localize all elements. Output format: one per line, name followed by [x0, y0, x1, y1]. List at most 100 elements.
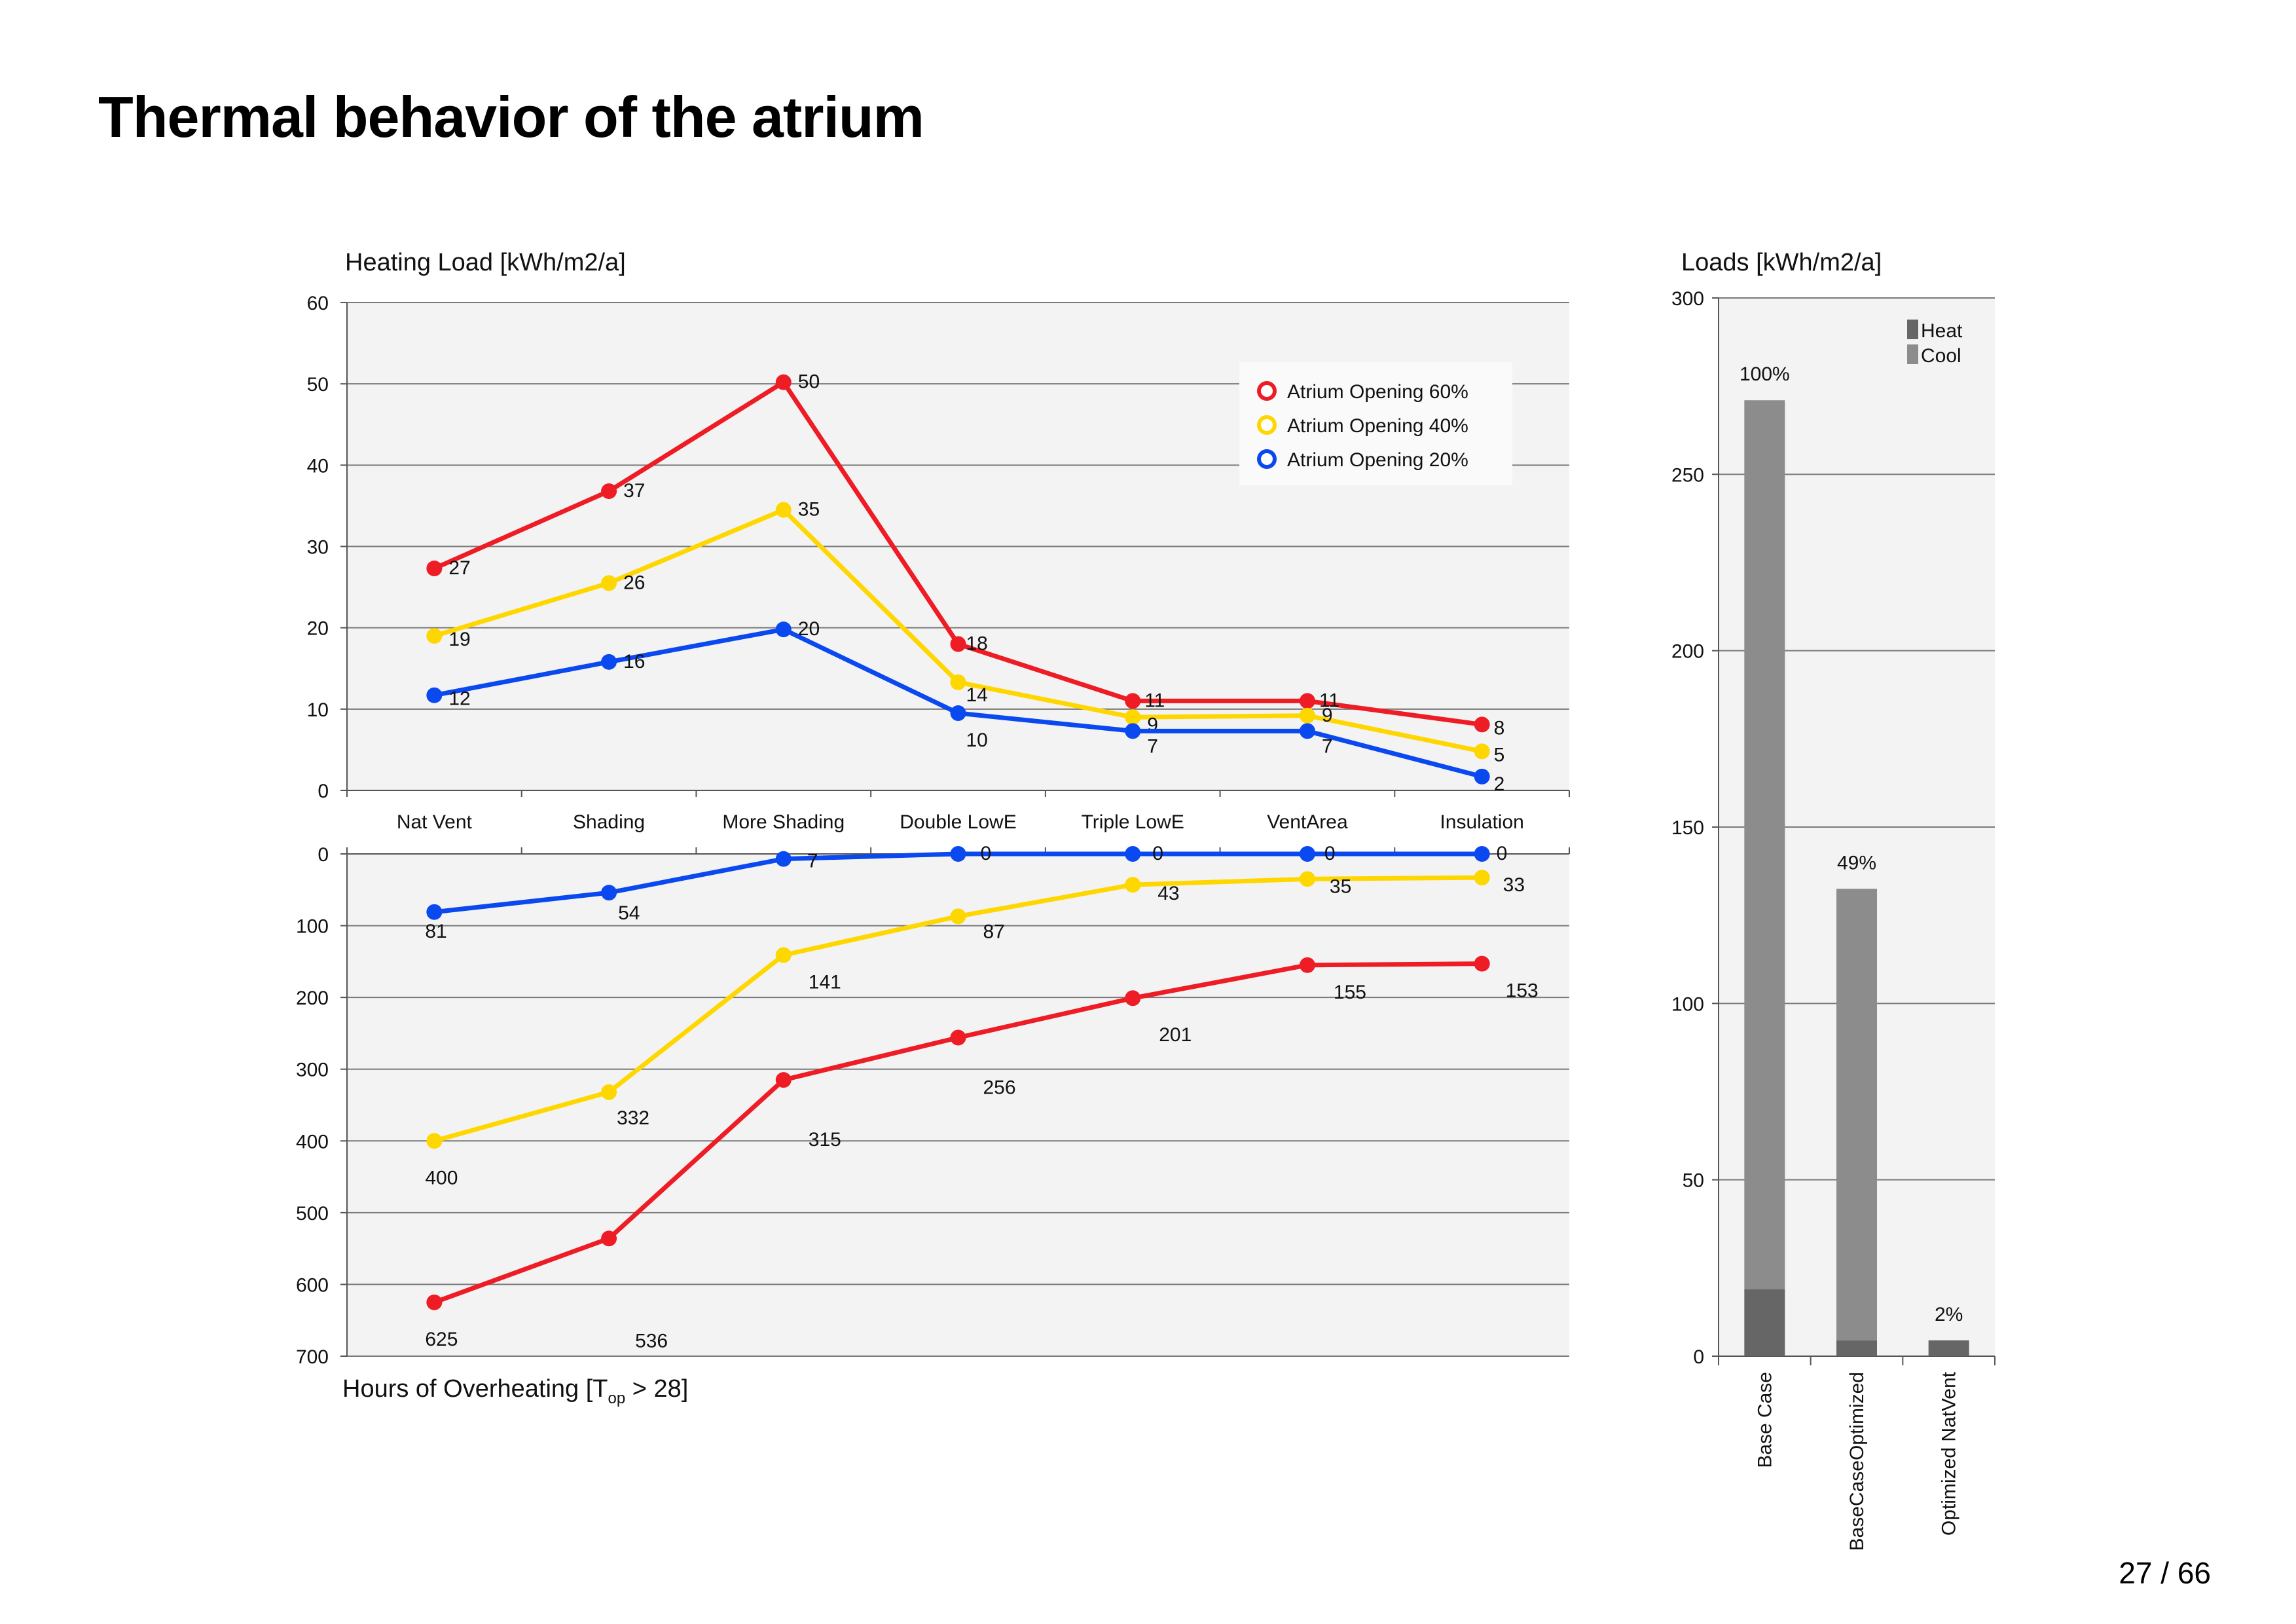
heating-data-label: 14 [966, 684, 988, 706]
overheating-y-tick-label: 500 [296, 1203, 329, 1225]
overheating-data-label: 315 [809, 1129, 841, 1151]
heating-data-label: 16 [623, 651, 645, 673]
overheating-data-point [950, 846, 966, 862]
overheating-y-tick-label: 0 [318, 844, 329, 866]
overheating-data-label: 87 [983, 921, 1005, 942]
overheating-y-tick-label: 300 [296, 1060, 329, 1081]
overheating-y-tick-label: 600 [296, 1274, 329, 1296]
page-number: 27 / 66 [2119, 1556, 2211, 1590]
heating-data-point [601, 654, 617, 670]
heating-data-label: 7 [1322, 735, 1333, 757]
loads-y-tick-label: 50 [1683, 1170, 1704, 1192]
heating-data-label: 9 [1322, 705, 1333, 726]
heating-data-point [426, 687, 443, 703]
loads-bar-segment [1928, 1340, 1969, 1356]
heating-data-point [775, 374, 792, 390]
slide-title: Thermal behavior of the atrium [98, 84, 924, 149]
overheating-data-point [950, 908, 966, 925]
loads-bar-segment [1836, 889, 1877, 1340]
overheating-data-point [775, 1072, 792, 1088]
loads-y-tick-label: 200 [1671, 641, 1704, 663]
loads-bar-segment [1744, 400, 1785, 1289]
overheating-data-label: 155 [1334, 982, 1366, 1003]
heating-data-point [1299, 707, 1315, 724]
overheating-data-point [1299, 957, 1315, 973]
loads-y-tick-label: 250 [1671, 464, 1704, 486]
heating-data-label: 35 [798, 499, 820, 521]
heating-data-label: 2 [1494, 773, 1505, 795]
overheating-data-label: 0 [981, 843, 992, 864]
overheating-y-tick-label: 700 [296, 1346, 329, 1368]
overheating-data-point [950, 1029, 966, 1046]
overheating-data-point [1474, 955, 1490, 972]
heating-data-label: 7 [1147, 735, 1158, 757]
overheating-data-label: 536 [635, 1330, 668, 1352]
heating-data-point [1474, 743, 1490, 760]
overheating-data-point [1474, 846, 1490, 862]
heating-data-point [775, 502, 792, 518]
overheating-data-label: 153 [1506, 980, 1539, 1002]
loads-y-tick-label: 150 [1671, 817, 1704, 839]
category-label: More Shading [722, 811, 845, 833]
heating-data-label: 11 [1319, 690, 1339, 711]
overheating-data-point [1125, 990, 1141, 1006]
heating-y-tick-label: 30 [307, 537, 329, 559]
loads-legend-label: Heat [1921, 320, 1963, 342]
overheating-y-tick-label: 100 [296, 916, 329, 938]
overheating-data-label: 0 [1152, 843, 1163, 864]
overheating-data-label: 81 [425, 921, 446, 942]
loads-legend-swatch [1907, 320, 1918, 339]
legend-marker [1257, 381, 1277, 401]
heating-data-point [426, 561, 443, 577]
overheating-chart-title: Hours of Overheating [Top > 28] [342, 1375, 688, 1407]
heating-data-point [1474, 768, 1490, 784]
overheating-data-point [601, 1230, 617, 1247]
category-label: VentArea [1267, 811, 1348, 833]
overheating-data-label: 35 [1330, 876, 1351, 897]
heating-y-tick-label: 20 [307, 618, 329, 640]
overheating-y-tick-label: 200 [296, 987, 329, 1009]
heating-data-point [950, 674, 966, 690]
heating-data-label: 50 [798, 371, 820, 393]
loads-y-tick-label: 100 [1671, 993, 1704, 1015]
legend-marker [1257, 449, 1277, 469]
heating-data-label: 8 [1494, 717, 1505, 739]
loads-legend-label: Cool [1921, 345, 1961, 367]
overheating-data-label: 201 [1159, 1024, 1192, 1046]
overheating-data-label: 33 [1503, 874, 1525, 896]
loads-percent-label: 100% [1740, 363, 1790, 385]
loads-legend-swatch [1907, 344, 1918, 364]
overheating-data-point [601, 1084, 617, 1100]
heating-data-label: 27 [448, 557, 470, 579]
category-label: Shading [573, 811, 645, 833]
overheating-data-label: 7 [807, 851, 818, 872]
overheating-data-point [426, 1294, 443, 1310]
legend-label: Atrium Opening 40% [1287, 415, 1468, 437]
heating-data-label: 11 [1144, 690, 1165, 711]
heating-y-tick-label: 0 [318, 781, 329, 802]
loads-category-label: Base Case [1754, 1372, 1776, 1468]
loads-bar-segment [1744, 1289, 1785, 1356]
overheating-data-label: 54 [618, 902, 640, 924]
overheating-data-point [1125, 846, 1141, 862]
category-label: Nat Vent [397, 811, 473, 833]
heating-data-label: 37 [623, 480, 645, 502]
heating-data-point [1125, 723, 1141, 739]
heating-data-label: 5 [1494, 744, 1505, 766]
loads-y-tick-label: 0 [1693, 1346, 1704, 1368]
overheating-data-point [775, 947, 792, 963]
loads-category-label: Optimized NatVent [1939, 1371, 1960, 1536]
heating-data-label: 20 [798, 618, 820, 640]
loads-percent-label: 2% [1935, 1304, 1963, 1325]
category-label: Double LowE [900, 811, 1016, 833]
heating-y-tick-label: 40 [307, 455, 329, 477]
overheating-data-point [1299, 846, 1315, 862]
heating-data-point [1474, 716, 1490, 733]
heating-y-tick-label: 50 [307, 374, 329, 396]
overheating-data-point [775, 851, 792, 867]
category-label: Insulation [1440, 811, 1523, 833]
overheating-data-point [601, 885, 617, 901]
heating-data-label: 26 [623, 572, 645, 593]
heating-data-point [1299, 723, 1315, 739]
overheating-data-label: 332 [617, 1107, 649, 1129]
